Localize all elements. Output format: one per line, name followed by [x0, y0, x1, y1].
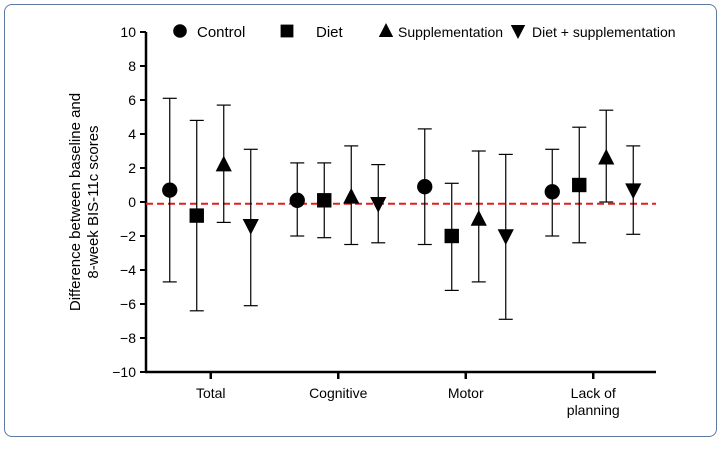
figure-frame	[4, 4, 717, 437]
x-tick-label: Total	[196, 385, 226, 401]
legend-marker-triangle-up	[378, 23, 394, 37]
data-point-square	[444, 228, 459, 244]
y-tick-label: 4	[128, 126, 136, 142]
data-point-square	[572, 177, 587, 193]
y-tick-label: −6	[120, 296, 136, 312]
data-point-triangle-down	[242, 219, 259, 235]
data-point-circle	[544, 184, 560, 200]
legend-label: Control	[197, 24, 245, 41]
data-point-square	[189, 208, 204, 223]
x-tick-label: Cognitive	[309, 385, 368, 401]
y-axis-label-line: Difference between baseline and	[67, 93, 84, 311]
legend-label: Diet + supplementation	[532, 24, 676, 40]
data-point-triangle-up	[470, 210, 487, 226]
x-tick-label: Lack of	[571, 385, 616, 401]
legend-marker-triangle-down	[510, 25, 526, 39]
legend-label: Supplementation	[398, 24, 503, 40]
data-point-triangle-down	[497, 229, 514, 245]
y-tick-label: −4	[120, 262, 136, 278]
data-point-triangle-up	[343, 187, 360, 204]
data-point-triangle-down	[370, 196, 387, 213]
y-axis-label-line: 8-week BIS-11c scores	[85, 125, 102, 278]
data-point-circle	[162, 182, 178, 198]
y-tick-label: 6	[128, 92, 136, 108]
y-tick-label: −10	[112, 364, 136, 380]
x-tick-label: Motor	[448, 385, 484, 401]
data-point-circle	[417, 179, 433, 195]
data-point-triangle-up	[215, 155, 232, 172]
legend-marker-square	[280, 24, 294, 38]
y-axis-label: Difference between baseline and8-week BI…	[67, 93, 102, 311]
legend-marker-circle	[173, 24, 187, 38]
y-tick-label: −2	[120, 228, 136, 244]
y-tick-label: 10	[120, 24, 136, 40]
y-tick-label: −8	[120, 330, 136, 346]
data-point-square	[317, 193, 332, 208]
data-point-triangle-down	[625, 183, 642, 200]
data-point-triangle-up	[598, 148, 615, 165]
y-tick-label: 2	[128, 160, 136, 176]
x-tick-label: planning	[567, 402, 620, 418]
legend-label: Diet	[316, 24, 344, 41]
data-point-circle	[289, 192, 305, 208]
y-tick-label: 0	[128, 194, 136, 210]
y-tick-label: 8	[128, 58, 136, 74]
